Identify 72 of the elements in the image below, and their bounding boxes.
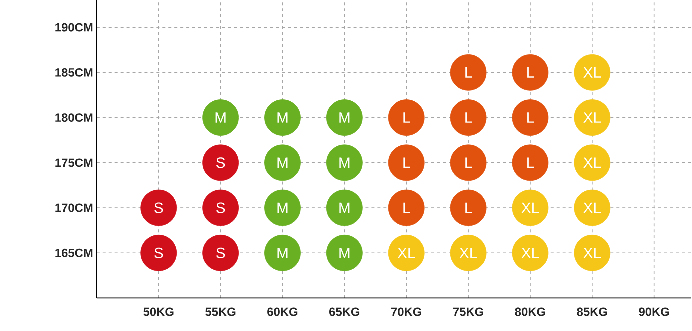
data-label: L [466,112,472,123]
data-label: M [340,158,350,168]
data-label: S [216,202,226,214]
data-label: XL [460,248,478,258]
data-label: XL [584,158,602,168]
point [388,99,425,136]
point [512,144,549,181]
point [388,144,425,181]
data-label: M [340,112,350,123]
data-label: M [340,248,350,258]
point [450,190,487,226]
data-label: M [278,202,288,214]
data-label: M [278,158,288,168]
point [202,99,239,136]
data-label: XL [584,248,602,258]
x-tick-label: 85KG [577,308,608,316]
data-label: M [278,248,288,258]
data-label: M [216,112,226,123]
data-label: XL [398,248,416,258]
data-label: L [466,202,472,214]
y-tick-label: 185CM [56,68,93,77]
point [202,144,239,181]
point [326,144,363,181]
point [450,99,487,136]
x-tick-label: 90KG [639,308,670,316]
point [264,234,301,272]
data-label: S [216,158,226,168]
x-tick-label: 55KG [206,308,236,316]
data-label: S [154,248,164,258]
point [450,54,487,91]
x-tick-label: 65KG [330,308,360,316]
data-label: XL [584,202,602,214]
data-label: L [466,158,472,168]
data-label: L [466,67,472,78]
data-label: L [528,112,534,123]
data-label: XL [522,202,540,214]
point [326,99,363,136]
x-tick-label: 50KG [144,308,174,316]
point [264,99,301,136]
y-tick-label: 190CM [56,23,93,32]
point [326,234,363,272]
data-label: M [278,112,288,123]
point [264,190,301,226]
data-label: M [340,202,350,214]
data-label: L [528,67,534,78]
data-label: XL [522,248,540,258]
y-tick-label: 165CM [56,248,93,258]
point [450,144,487,181]
point [202,234,239,272]
data-label: L [528,158,534,168]
y-tick-label: 180CM [56,113,93,122]
data-label: L [404,112,410,123]
point [140,234,178,272]
data-label: XL [584,112,602,123]
point [264,144,301,181]
point [512,54,549,91]
y-tick-label: 175CM [56,158,93,168]
data-label: XL [584,67,602,78]
y-tick-label: 170CM [56,204,93,212]
data-label: L [404,202,410,214]
x-tick-label: 80KG [515,308,546,316]
data-label: L [404,158,410,168]
data-label: S [154,202,164,214]
point [512,99,549,136]
point [388,190,425,226]
data-label: S [216,248,226,258]
x-tick-label: 70KG [392,308,422,316]
point [326,190,363,226]
x-tick-label: 60KG [268,308,298,316]
x-tick-label: 75KG [453,308,484,316]
point [202,190,239,226]
point [140,190,178,226]
